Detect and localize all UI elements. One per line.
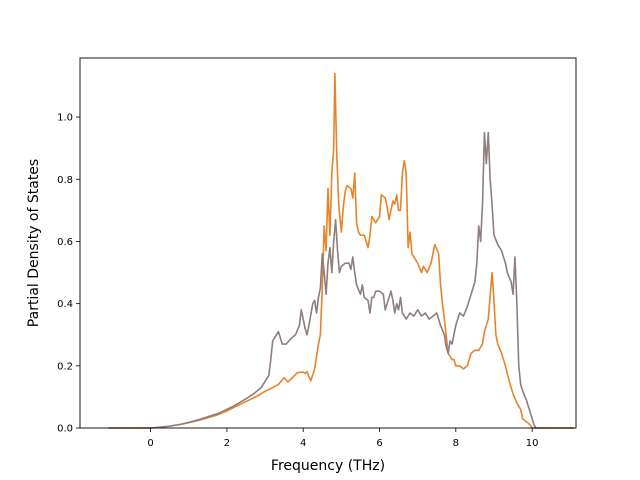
series-layer [108,72,575,429]
y-tick-label: 0.0 [57,424,73,435]
y-axis-label: Partial Density of States [26,159,42,327]
y-tick-label: 1.0 [57,113,73,124]
x-tick-label: 0 [147,438,153,449]
series-line-1 [108,72,575,429]
x-tick-label: 4 [300,438,306,449]
x-axis-label: Frequency (THz) [271,458,385,474]
x-tick-label: 2 [224,438,230,449]
x-tick-label: 10 [526,438,539,449]
x-tick-label: 8 [453,438,459,449]
y-tick-label: 0.6 [57,237,73,248]
y-axis-ticks: 0.0 0.2 0.4 0.6 0.8 1.0 [57,113,80,435]
series-line-2 [108,131,575,429]
y-tick-label: 0.4 [57,299,73,310]
plot-frame [79,57,577,429]
y-tick-label: 0.2 [57,361,73,372]
y-tick-label: 0.8 [57,175,73,186]
x-tick-label: 6 [376,438,382,449]
x-axis-ticks: 0 2 4 6 8 10 [147,428,538,449]
